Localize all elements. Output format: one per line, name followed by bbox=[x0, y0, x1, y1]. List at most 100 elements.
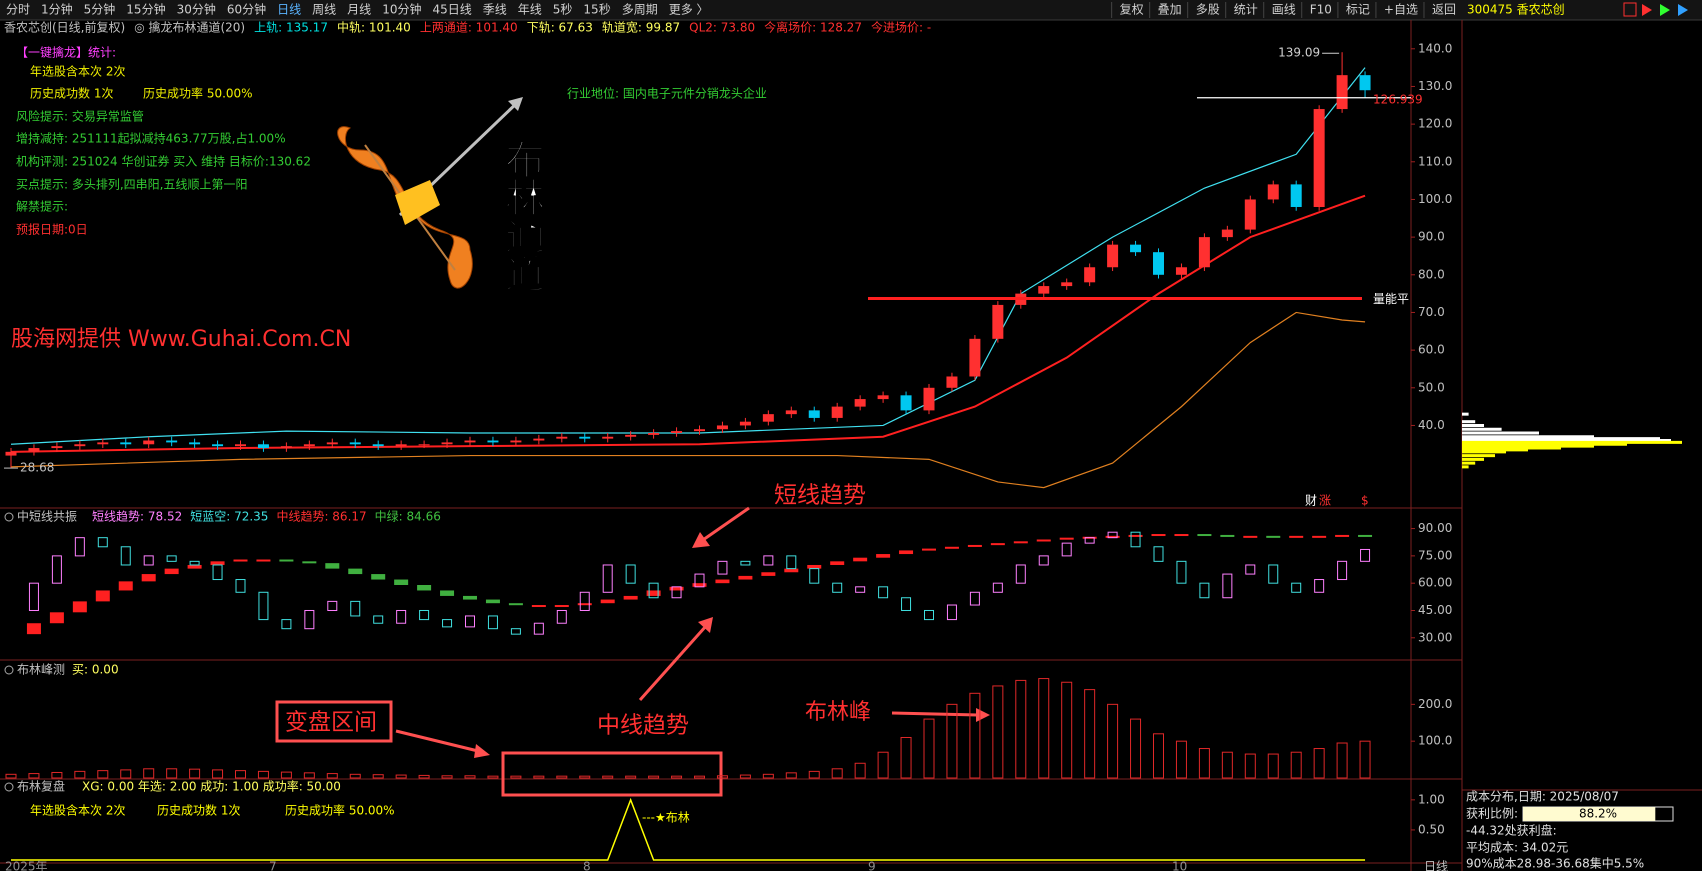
peak-bar bbox=[900, 736, 912, 779]
stat: 年选股含本次 2次 bbox=[30, 803, 125, 818]
period-button[interactable]: 10分钟 bbox=[382, 2, 421, 17]
stat: 历史成功率 50.00% bbox=[285, 803, 395, 818]
mid-bar bbox=[187, 564, 202, 569]
short-bar bbox=[1176, 560, 1187, 584]
peak-bar bbox=[189, 768, 201, 779]
mid-bar bbox=[394, 579, 409, 586]
short-bar bbox=[1360, 548, 1371, 562]
arrow-head bbox=[692, 532, 710, 548]
peak-bar bbox=[533, 775, 545, 779]
short-bar bbox=[166, 555, 177, 562]
mid-bar bbox=[72, 601, 87, 613]
peak-bar bbox=[831, 768, 843, 779]
short-bar bbox=[969, 591, 980, 606]
tool-button[interactable]: 叠加 bbox=[1158, 3, 1182, 17]
logo-arrow-head bbox=[508, 97, 523, 111]
y-tick-label: 40.0 bbox=[1418, 418, 1445, 432]
tool-button[interactable]: F10 bbox=[1310, 3, 1332, 17]
peak-bar bbox=[395, 774, 407, 779]
mid-bar bbox=[738, 575, 753, 580]
tool-button[interactable]: 统计 bbox=[1234, 3, 1258, 17]
period-button[interactable]: 30分钟 bbox=[177, 2, 216, 17]
period-button[interactable]: 15分钟 bbox=[126, 2, 165, 17]
arrow bbox=[699, 506, 750, 544]
icon[interactable] bbox=[1678, 4, 1688, 16]
tool-button[interactable]: 复权 bbox=[1120, 3, 1144, 17]
mid-bar bbox=[417, 585, 432, 591]
short-bar bbox=[373, 615, 384, 624]
arrow-head bbox=[474, 744, 490, 758]
candle-body bbox=[235, 444, 246, 447]
candle-body bbox=[831, 406, 843, 418]
candle-body bbox=[1221, 229, 1233, 238]
peak-bar bbox=[946, 703, 958, 779]
period-button[interactable]: 分时 bbox=[6, 3, 30, 17]
candle-body bbox=[1038, 286, 1050, 294]
candle-body bbox=[51, 446, 63, 449]
tool-button[interactable]: 标记 bbox=[1346, 3, 1370, 17]
tool-button[interactable]: 画线 bbox=[1272, 3, 1296, 17]
period-button[interactable]: 45日线 bbox=[432, 3, 471, 17]
short-bar bbox=[694, 573, 705, 588]
peak-bar bbox=[257, 770, 269, 779]
period-button[interactable]: 多周期 bbox=[622, 3, 658, 17]
peak-bar bbox=[762, 773, 774, 779]
short-bar bbox=[533, 622, 544, 635]
candle-body bbox=[648, 432, 660, 435]
candle-body bbox=[1130, 244, 1142, 253]
short-bar bbox=[878, 586, 889, 599]
date-label: 10 bbox=[1172, 860, 1187, 871]
mid-bar bbox=[164, 568, 179, 575]
peak-bar bbox=[716, 775, 728, 779]
peak-bar bbox=[510, 775, 522, 779]
tool-button[interactable]: +自选 bbox=[1384, 3, 1418, 17]
info-item: 中轨: 101.40 bbox=[337, 20, 411, 35]
short-bar bbox=[556, 609, 567, 624]
tool-button[interactable]: 返回 bbox=[1432, 3, 1456, 17]
low-label: 28.68 bbox=[20, 461, 54, 475]
candle-body bbox=[326, 442, 338, 445]
peak-bar bbox=[923, 718, 935, 779]
period-button[interactable]: 周线 bbox=[312, 3, 336, 17]
y-tick-label: 90.0 bbox=[1418, 230, 1445, 244]
period-button[interactable]: 1分钟 bbox=[41, 2, 73, 17]
period-button[interactable]: 5分钟 bbox=[84, 2, 116, 17]
candle-body bbox=[418, 444, 430, 446]
mid-bar bbox=[49, 612, 64, 624]
candle-body bbox=[1313, 109, 1325, 207]
period-button[interactable]: 年线 bbox=[518, 3, 542, 17]
short-bar bbox=[992, 582, 1003, 593]
short-bar bbox=[120, 546, 131, 566]
panel-title: 布林峰测 bbox=[17, 663, 65, 677]
icon[interactable] bbox=[1623, 2, 1637, 17]
peak-bar bbox=[1153, 733, 1164, 779]
peak-bar bbox=[166, 768, 178, 779]
arrow bbox=[395, 729, 479, 753]
icon[interactable] bbox=[1660, 4, 1670, 16]
icon[interactable] bbox=[1642, 4, 1652, 16]
mid-bar bbox=[876, 554, 891, 558]
period-button[interactable]: 60分钟 bbox=[227, 2, 266, 17]
candle-body bbox=[1061, 282, 1073, 287]
arrow-head bbox=[698, 617, 713, 633]
level-label: 量能平 bbox=[1373, 292, 1409, 306]
period-button[interactable]: 15秒 bbox=[583, 3, 610, 17]
period-button[interactable]: 月线 bbox=[347, 3, 371, 17]
mid-bar bbox=[807, 564, 822, 569]
stat: 历史成功数 1次 bbox=[157, 803, 240, 818]
period-button[interactable]: 日线 bbox=[277, 3, 301, 17]
short-bar bbox=[281, 619, 292, 630]
short-bar bbox=[671, 586, 682, 599]
watermark: 股海网提供 Www.Guhai.Com.CN bbox=[11, 327, 351, 352]
period-button[interactable]: 更多 〉 bbox=[669, 3, 709, 17]
note: 机构评测: 251024 华创证券 买入 维持 目标价:130.62 bbox=[16, 154, 311, 169]
period-button[interactable]: 季线 bbox=[483, 3, 507, 17]
mid-bar bbox=[784, 568, 799, 573]
period-button[interactable]: 5秒 bbox=[553, 3, 573, 17]
tool-button[interactable]: 多股 bbox=[1196, 3, 1220, 17]
short-bar bbox=[763, 555, 774, 566]
peak-bar bbox=[694, 775, 705, 779]
short-bar bbox=[212, 564, 223, 581]
peak-bar bbox=[1267, 753, 1279, 779]
candle-body bbox=[280, 446, 292, 449]
